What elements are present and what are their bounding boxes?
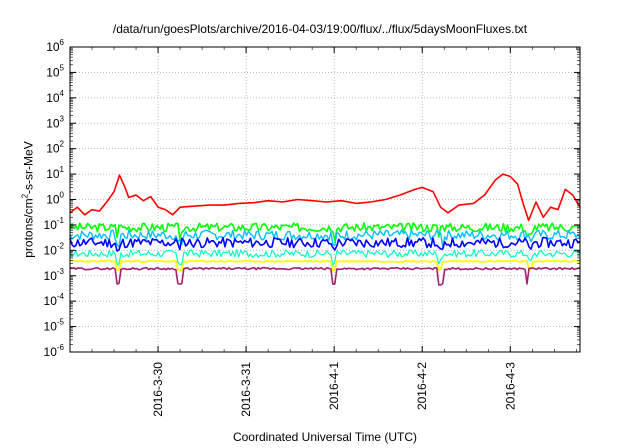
series-line [69,266,581,286]
x-tick-label: 2016-4-1 [327,362,341,410]
series-line [69,249,581,267]
y-tick-label: 100 [46,191,64,207]
y-tick-label: 10-6 [44,343,65,359]
y-tick-label: 101 [46,165,64,181]
y-tick-label: 103 [46,114,64,130]
chart-title: /data/run/goesPlots/archive/2016-04-03/1… [112,22,528,36]
series-line [69,259,581,272]
y-axis-label-unit: protons/cm [21,198,36,258]
y-axis-label-exponent: 2 [20,193,30,199]
series-layer [69,173,581,286]
series-line [69,173,581,222]
y-tick-label: 104 [46,89,64,105]
y-tick-label: 106 [46,38,64,54]
y-tick-label: 10-2 [44,241,65,257]
grid [70,47,580,352]
series-line [69,222,581,242]
y-tick-label: 10-3 [44,267,65,283]
y-tick-label: 102 [46,140,64,156]
y-tick-label: 10-1 [44,216,65,232]
series-line [69,229,581,248]
x-tick-label: 2016-4-3 [503,362,517,410]
x-tick-label: 2016-3-30 [151,362,165,417]
series-line [69,236,581,252]
y-axis-label-rest: -s-sr-MeV [21,141,36,194]
y-tick-label: 10-5 [44,318,65,334]
x-axis-label: Coordinated Universal Time (UTC) [232,430,418,444]
ticks: 10-6 10-5 10-4 10-3 10-2 10-1 100 101 102 103 104 1… [44,38,580,417]
y-axis-label: protons/cm2-s-sr-MeV [21,110,36,290]
y-tick-label: 105 [46,63,64,79]
x-tick-label: 2016-3-31 [239,362,253,417]
x-tick-label: 2016-4-2 [415,362,429,410]
y-tick-label: 10-4 [44,292,65,308]
